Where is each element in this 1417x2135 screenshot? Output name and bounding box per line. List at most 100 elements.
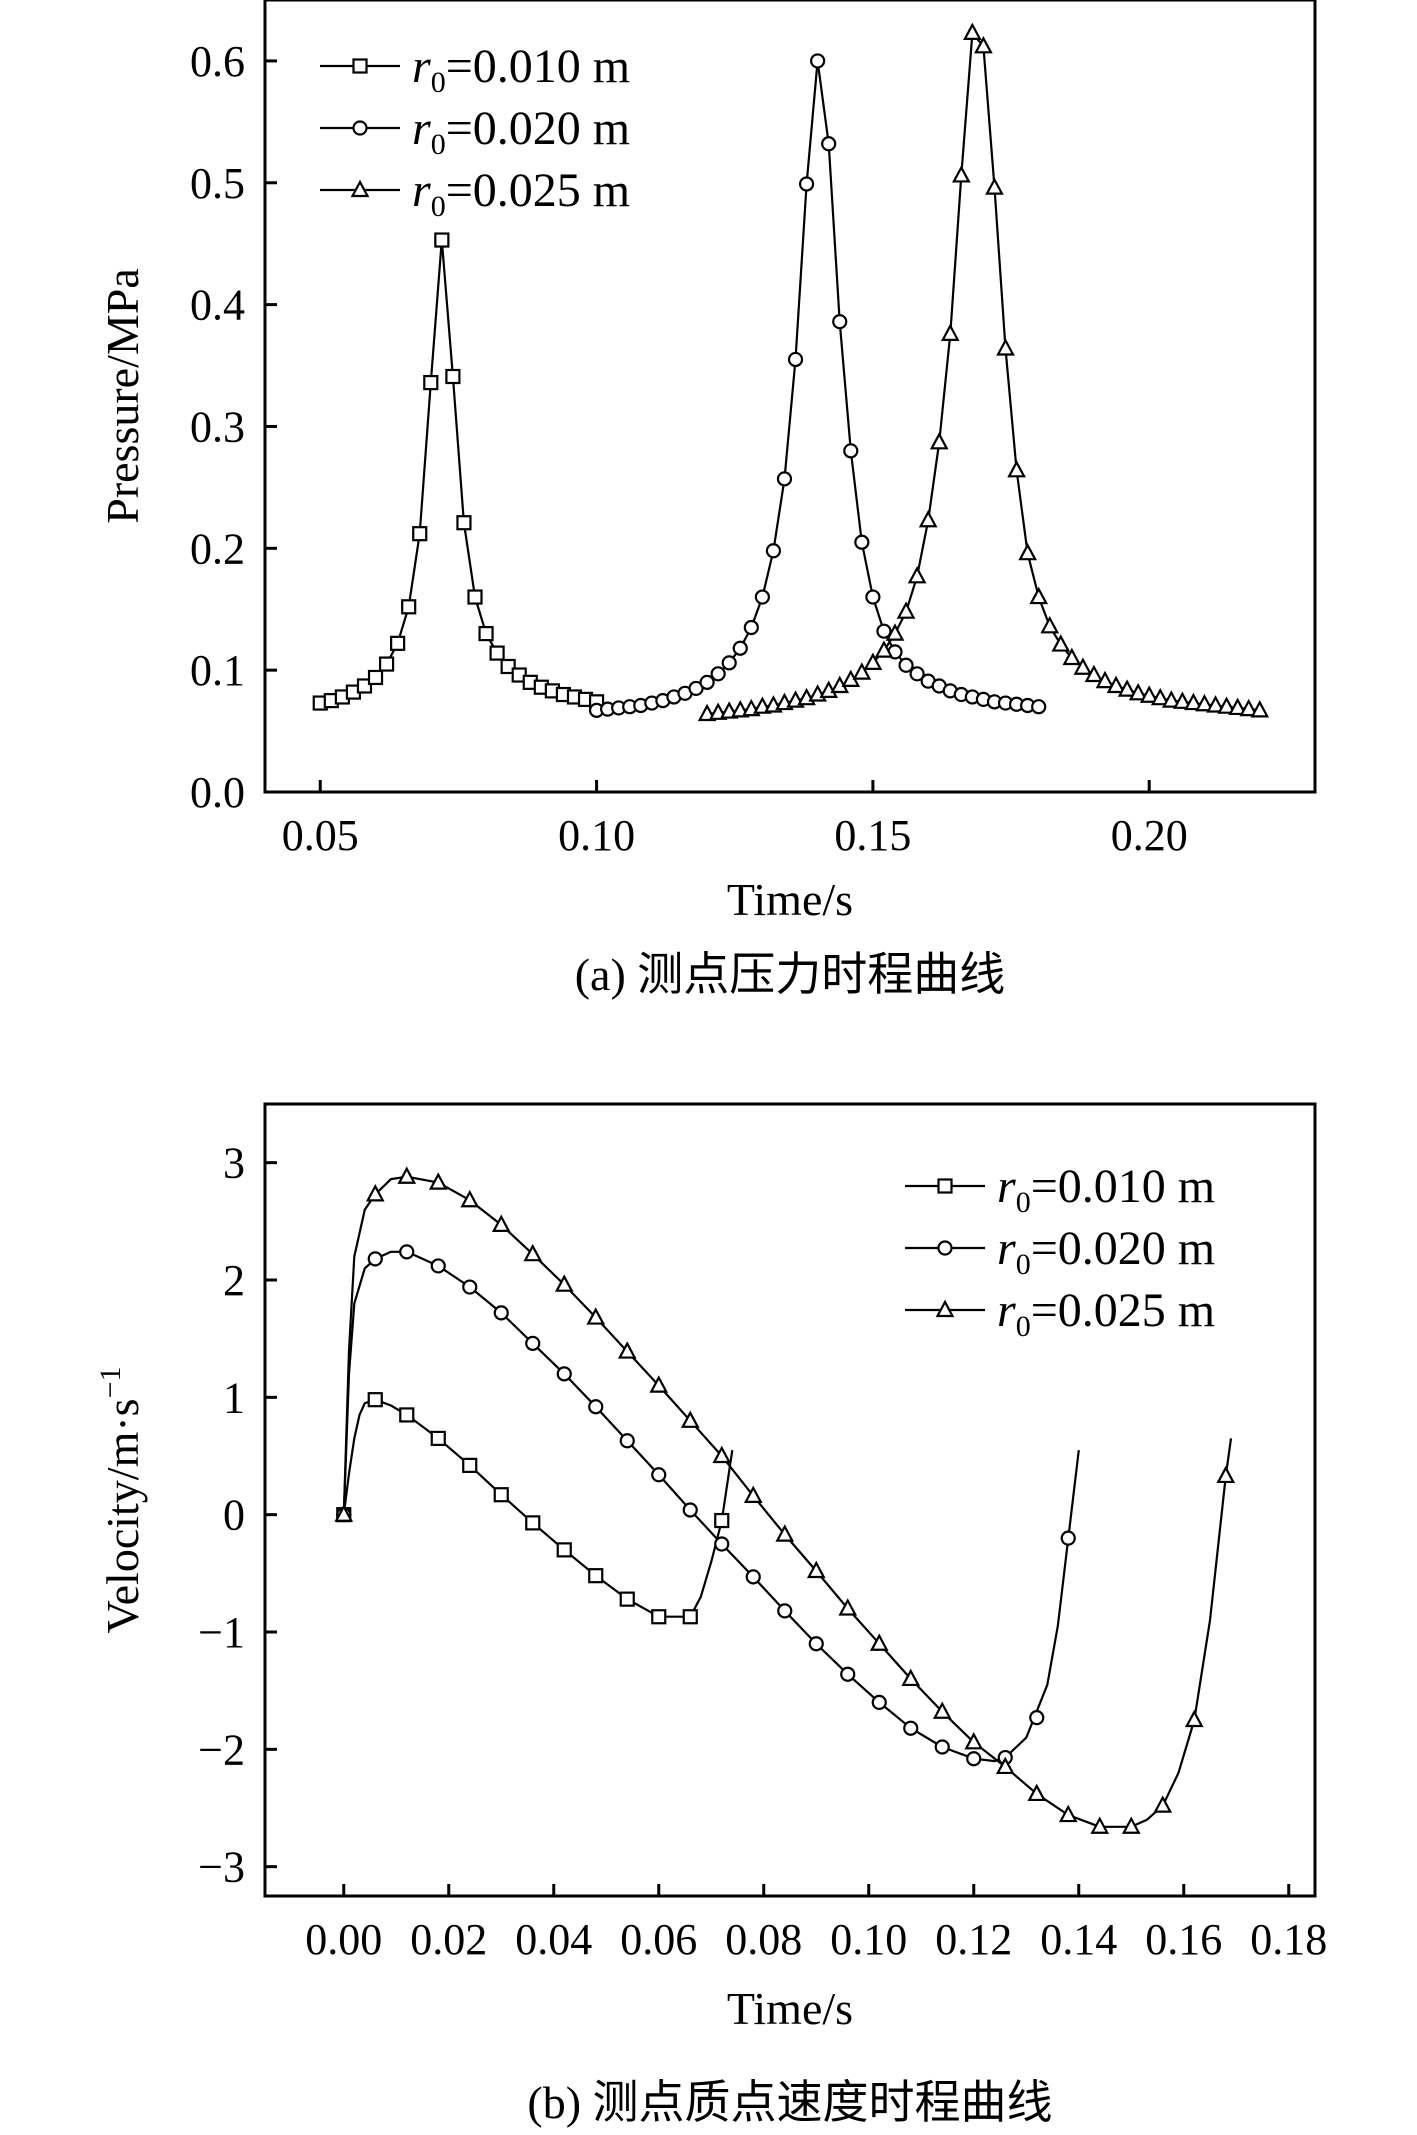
x-tick-label: 0.16	[1145, 1915, 1222, 1964]
data-point-square	[434, 232, 450, 248]
data-point-circle	[714, 1536, 730, 1552]
data-point-circle	[651, 1467, 667, 1483]
data-point-circle	[810, 53, 826, 69]
legend-marker-circle	[937, 1240, 953, 1256]
data-point-triangle	[1153, 1795, 1173, 1813]
data-point-triangle	[1184, 692, 1203, 711]
legend-marker-circle	[352, 120, 368, 136]
plot-frame-a	[263, 0, 1317, 794]
y-tick-label: 0.6	[190, 37, 245, 86]
x-tick-label: 0.20	[1111, 811, 1188, 860]
series-line-circle	[342, 1250, 1080, 1763]
data-point-triangle	[1095, 670, 1115, 689]
y-tick-label: 0.5	[190, 159, 245, 208]
data-point-square	[714, 1512, 730, 1529]
data-point-triangle	[901, 1668, 921, 1687]
x-tick-label: 0.06	[620, 1915, 697, 1964]
y-tick-label: 0.3	[190, 402, 245, 451]
y-tick-label: 0.4	[190, 281, 245, 330]
data-point-triangle	[838, 1598, 858, 1616]
caption-b: (b) 测点质点速度时程曲线	[527, 2077, 1052, 2128]
data-point-triangle	[995, 1756, 1015, 1775]
x-axis-title-a: Time/s	[727, 874, 853, 925]
legend-symbol: r	[412, 40, 431, 93]
caption-a: (a) 测点压力时程曲线	[575, 949, 1006, 1000]
data-point-triangle	[1228, 697, 1247, 716]
legend-label: r0=0.010 m	[997, 1160, 1215, 1219]
plot-frame-b	[263, 1102, 1317, 1898]
data-point-circle	[462, 1279, 478, 1295]
x-tick-label: 0.10	[830, 1915, 907, 1964]
data-point-triangle	[712, 1445, 732, 1464]
data-point-circle	[682, 1502, 698, 1518]
series-line-square	[342, 1398, 734, 1618]
data-point-triangle	[1106, 675, 1126, 694]
y-tick-label: −2	[198, 1725, 245, 1774]
data-point-square	[401, 599, 417, 615]
data-point-circle	[525, 1335, 541, 1351]
data-point-triangle	[680, 1410, 700, 1428]
data-point-circle	[876, 623, 892, 639]
data-point-triangle	[554, 1274, 574, 1292]
data-point-triangle	[1216, 1465, 1236, 1484]
data-point-circle	[777, 1603, 793, 1619]
data-point-square	[493, 1487, 509, 1503]
legend-symbol: r	[997, 1284, 1016, 1337]
legend-subscript: 0	[431, 190, 446, 223]
data-point-triangle	[1073, 657, 1093, 675]
data-point-square	[619, 1591, 635, 1607]
data-point-triangle	[918, 509, 938, 528]
data-point-triangle	[951, 165, 971, 183]
legend-value: =0.025 m	[446, 164, 630, 217]
data-point-triangle	[1150, 687, 1170, 706]
data-point-triangle	[1239, 698, 1259, 717]
data-point-triangle	[964, 1731, 984, 1750]
x-tick-label: 0.08	[725, 1915, 802, 1964]
legend-subscript: 0	[1016, 1186, 1031, 1219]
legend-marker-triangle	[350, 179, 370, 198]
data-point-triangle	[1184, 1709, 1204, 1728]
data-point-triangle	[1161, 690, 1181, 708]
data-point-square	[367, 1392, 383, 1408]
legend-label: r0=0.010 m	[412, 40, 630, 99]
legend-value: =0.010 m	[446, 40, 630, 93]
data-point-circle	[588, 1399, 604, 1415]
legend-label: r0=0.025 m	[412, 164, 630, 223]
y-axis-title-a: Pressure/MPa	[97, 268, 148, 524]
y-axis-title-b: Velocity/m·s−1	[94, 1367, 148, 1634]
data-point-square	[651, 1609, 667, 1625]
data-point-square	[390, 635, 406, 651]
data-point-square	[378, 656, 395, 672]
data-point-triangle	[775, 1524, 795, 1542]
data-point-square	[445, 368, 461, 385]
data-point-triangle	[940, 323, 960, 341]
data-point-circle	[1029, 1710, 1045, 1726]
legend-subscript: 0	[1016, 1248, 1031, 1281]
data-point-square	[500, 658, 516, 675]
data-point-triangle	[996, 338, 1015, 356]
data-point-circle	[754, 589, 770, 605]
data-point-circle	[556, 1366, 572, 1382]
legend-marker-triangle	[935, 1299, 955, 1318]
data-point-square	[588, 1568, 604, 1584]
data-point-triangle	[885, 623, 905, 641]
legend-value: =0.025 m	[1031, 1284, 1215, 1337]
data-point-circle	[721, 655, 737, 671]
data-point-triangle	[1217, 696, 1236, 714]
data-point-triangle	[1007, 459, 1026, 478]
data-point-circle	[865, 589, 881, 605]
data-point-triangle	[974, 35, 993, 54]
legend-subscript: 0	[1016, 1310, 1031, 1343]
series-line-circle	[596, 59, 1039, 712]
data-point-triangle	[1040, 615, 1060, 634]
data-point-triangle	[874, 640, 894, 658]
data-point-triangle	[1090, 1816, 1110, 1834]
data-point-circle	[909, 666, 925, 682]
y-axis-title-b-main: Velocity/m·s	[97, 1398, 148, 1633]
data-point-circle	[798, 176, 815, 192]
data-point-triangle	[932, 1701, 952, 1719]
data-point-triangle	[523, 1243, 543, 1262]
data-point-circle	[743, 619, 759, 636]
data-point-triangle	[963, 22, 982, 40]
data-point-circle	[808, 1636, 824, 1652]
